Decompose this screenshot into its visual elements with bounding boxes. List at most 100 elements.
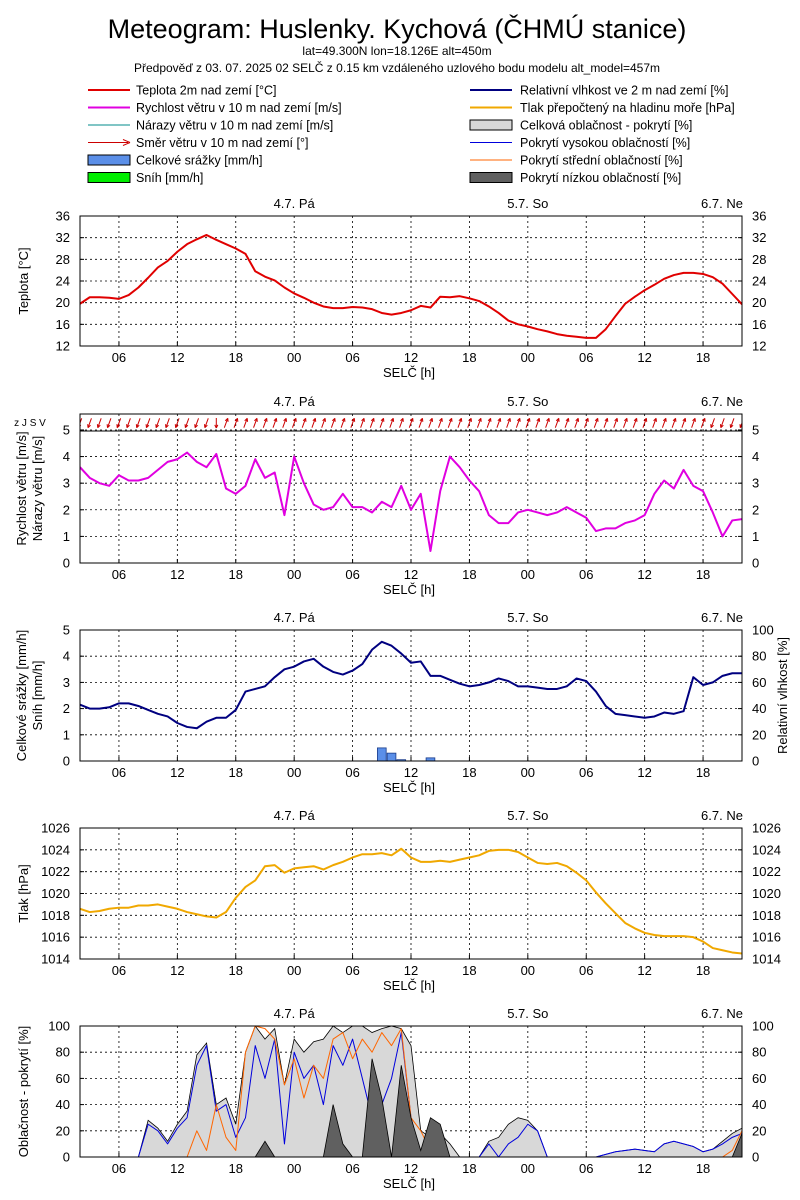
x-tick-label: 00: [521, 765, 535, 780]
wind-arrow: [476, 417, 482, 428]
y-tick-label-right: 28: [752, 252, 766, 267]
arrow-head-icon: [575, 417, 580, 422]
x-tick-label: 06: [345, 1161, 359, 1176]
wind-arrow: [438, 417, 443, 428]
arrow-head-icon: [322, 417, 326, 422]
arrow-head-icon: [497, 417, 502, 422]
y2-tick-label: 20: [752, 727, 766, 742]
arrow-head-icon: [155, 424, 160, 429]
arrow-head-icon: [565, 417, 570, 422]
wind-arrow: [369, 417, 375, 428]
wind-arrow: [710, 418, 715, 429]
series-area: [80, 1058, 742, 1157]
legend-item: Pokrytí střední oblačností [%]: [470, 154, 683, 168]
arrow-head-icon: [145, 424, 150, 429]
legend-label: Směr větru v 10 m nad zemí [°]: [136, 136, 308, 150]
wind-arrow: [457, 417, 463, 428]
arrow-head-icon: [478, 417, 482, 422]
legend-label: Relativní vlhkost ve 2 m nad zemí [%]: [520, 84, 728, 98]
x-tick-label: 18: [229, 765, 243, 780]
x-axis-label: SELČ [h]: [383, 1176, 435, 1191]
x-tick-label: 06: [112, 1161, 126, 1176]
y2-tick-label: 80: [752, 649, 766, 664]
x-tick-label: 06: [345, 765, 359, 780]
wind-arrow: [360, 417, 365, 428]
y-tick-label: 4: [63, 449, 70, 464]
wind-arrow: [389, 417, 395, 428]
wind-arrow: [203, 418, 209, 429]
y2-tick-label: 40: [752, 701, 766, 716]
arrow-head-icon: [419, 417, 424, 422]
arrow-head-icon: [214, 424, 219, 429]
arrow-head-icon: [458, 417, 463, 422]
y-tick-label: 1022: [41, 864, 70, 879]
wind-arrow: [272, 417, 278, 428]
arrow-head-icon: [653, 417, 657, 422]
plot-frame: [79, 629, 743, 762]
legend: Teplota 2m nad zemí [°C] Rychlost větru v…: [87, 84, 735, 185]
y-tick-label-right: 3: [752, 476, 759, 491]
arrow-head-icon: [165, 424, 169, 429]
wind-arrow: [671, 417, 677, 428]
x-tick-label: 12: [170, 567, 184, 582]
wind-arrow: [418, 417, 424, 428]
y-tick-label: 0: [63, 754, 70, 769]
arrow-head-icon: [555, 417, 560, 422]
panel-4: 4.7. Pá 5.7. So 6.7. Ne 06 12 18 00 06 12 18 00 06 1…: [16, 808, 781, 993]
y-tick-label-right: 1018: [752, 908, 781, 923]
y-axis-label: Rychlost větru [m/s]: [14, 431, 29, 545]
wind-arrow: [126, 418, 131, 429]
x-tick-label: 06: [579, 765, 593, 780]
wind-arrow: [574, 417, 580, 428]
plot-area: [80, 233, 742, 339]
x-tick-label: 06: [579, 350, 593, 365]
day-label: 5.7. So: [507, 196, 548, 211]
day-label: 6.7. Ne: [701, 808, 743, 823]
arrow-head-icon: [341, 417, 346, 422]
y-tick-label: 16: [56, 317, 70, 332]
wind-arrow: [174, 418, 180, 429]
y2-tick-label: 60: [752, 675, 766, 690]
wind-arrow: [165, 418, 170, 429]
x-tick-label: 06: [579, 1161, 593, 1176]
wind-arrow: [593, 417, 599, 428]
x-tick-label: 12: [170, 765, 184, 780]
arrow-head-icon: [487, 417, 492, 422]
y-tick-label: 36: [56, 209, 70, 224]
wind-arrow: [681, 417, 687, 428]
series-line: [80, 451, 742, 553]
legend-label: Pokrytí vysokou oblačností [%]: [520, 136, 690, 150]
arrow-head-icon: [468, 417, 472, 422]
arrow-head-icon: [96, 424, 101, 429]
x-tick-label: 00: [287, 567, 301, 582]
legend-label: Sníh [mm/h]: [136, 171, 203, 185]
legend-item: Celkové srážky [mm/h]: [87, 154, 262, 168]
wind-arrow: [652, 417, 657, 428]
legend-item: Nárazy větru v 10 m nad zemí [m/s]: [88, 119, 333, 133]
legend-label: Rychlost větru v 10 m nad zemí [m/s]: [136, 101, 342, 115]
day-label: 5.7. So: [507, 610, 548, 625]
arrow-head-icon: [390, 417, 395, 422]
wind-arrow: [223, 417, 229, 428]
x-tick-label: 06: [345, 567, 359, 582]
y-axis-label: Tlak [hPa]: [16, 864, 31, 923]
arrow-head-icon: [692, 417, 696, 422]
direction-label: z J S V: [14, 418, 46, 429]
arrow-head-icon: [594, 417, 599, 422]
arrow-head-icon: [624, 417, 628, 422]
arrow-head-icon: [194, 424, 198, 429]
y-tick-label-right: 2: [752, 502, 759, 517]
y2-axis-label: Relativní vlhkost [%]: [775, 637, 790, 754]
x-tick-label: 06: [345, 963, 359, 978]
x-tick-label: 18: [462, 963, 476, 978]
y-tick-label: 80: [56, 1045, 70, 1060]
x-tick-label: 00: [287, 1161, 301, 1176]
arrow-head-icon: [536, 417, 541, 422]
wind-arrow: [622, 417, 628, 428]
wind-arrow: [87, 418, 92, 429]
y-tick-label: 32: [56, 230, 70, 245]
day-label: 4.7. Pá: [274, 610, 316, 625]
x-tick-label: 06: [579, 963, 593, 978]
arrow-head-icon: [203, 424, 208, 429]
wind-arrow: [584, 417, 589, 428]
